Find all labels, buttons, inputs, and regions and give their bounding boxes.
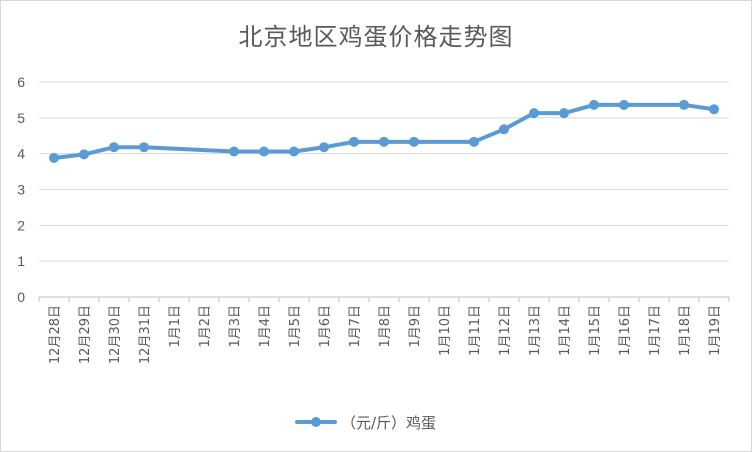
x-tick-label: 1月17日 [648, 305, 663, 356]
x-tick-label: 1月18日 [678, 305, 693, 356]
x-tick-label: 1月8日 [378, 305, 393, 348]
x-tick-label: 1月13日 [528, 305, 543, 356]
y-tick-label: 6 [17, 74, 25, 90]
chart-title: 北京地区鸡蛋价格走势图 [238, 23, 514, 51]
data-point [679, 99, 689, 110]
data-point [49, 152, 59, 163]
data-point [499, 124, 509, 135]
data-point [559, 108, 569, 119]
x-tick-label: 12月30日 [108, 305, 123, 364]
x-tick-label: 1月7日 [348, 305, 363, 348]
x-tick-label: 1月19日 [708, 305, 723, 356]
x-axis-ticks: 12月28日 12月29日 12月30日 12月31日 1月1日 1月2日 1月3日 1月4日… [38, 297, 730, 364]
data-point [589, 99, 599, 110]
data-point [139, 142, 149, 153]
data-point [349, 136, 359, 147]
y-tick-label: 4 [17, 146, 25, 162]
legend-point-marker [311, 417, 321, 427]
data-point [619, 99, 629, 110]
x-tick-label: 12月29日 [78, 305, 93, 364]
y-tick-label: 2 [17, 217, 25, 233]
data-point [709, 104, 719, 115]
x-tick-label: 12月28日 [48, 305, 63, 364]
x-tick-label: 1月9日 [408, 305, 423, 348]
x-tick-label: 1月10日 [438, 305, 453, 356]
data-point [259, 146, 269, 157]
y-tick-label: 0 [17, 289, 25, 305]
x-tick-label: 1月5日 [288, 305, 303, 348]
data-point [229, 146, 239, 157]
y-axis-ticks: 0 1 2 3 4 5 6 [17, 74, 25, 305]
y-tick-label: 3 [17, 182, 25, 198]
x-tick-label: 1月6日 [318, 305, 333, 348]
x-tick-label: 12月31日 [138, 305, 153, 364]
data-point [379, 136, 389, 147]
data-point [529, 108, 539, 119]
data-point [319, 142, 329, 153]
x-tick-label: 1月3日 [228, 305, 243, 348]
y-tick-label: 5 [17, 110, 25, 126]
legend-label: （元/斤）鸡蛋 [341, 414, 436, 432]
series-line [52, 102, 716, 160]
gridlines [39, 81, 729, 298]
x-tick-label: 1月16日 [618, 305, 633, 356]
x-tick-label: 1月11日 [468, 305, 483, 356]
data-point [409, 136, 419, 147]
series-lines [52, 102, 716, 160]
data-point [109, 142, 119, 153]
y-tick-label: 1 [17, 253, 25, 269]
data-point [79, 149, 89, 160]
legend: （元/斤）鸡蛋 [295, 414, 436, 432]
data-point [289, 146, 299, 157]
x-tick-label: 1月14日 [558, 305, 573, 356]
x-tick-label: 1月4日 [258, 305, 273, 348]
x-tick-label: 1月15日 [588, 305, 603, 356]
x-tick-label: 1月1日 [168, 305, 183, 348]
series-points [49, 99, 719, 163]
x-tick-label: 1月12日 [498, 305, 513, 356]
data-point [469, 136, 479, 147]
x-tick-label: 1月2日 [198, 305, 213, 348]
